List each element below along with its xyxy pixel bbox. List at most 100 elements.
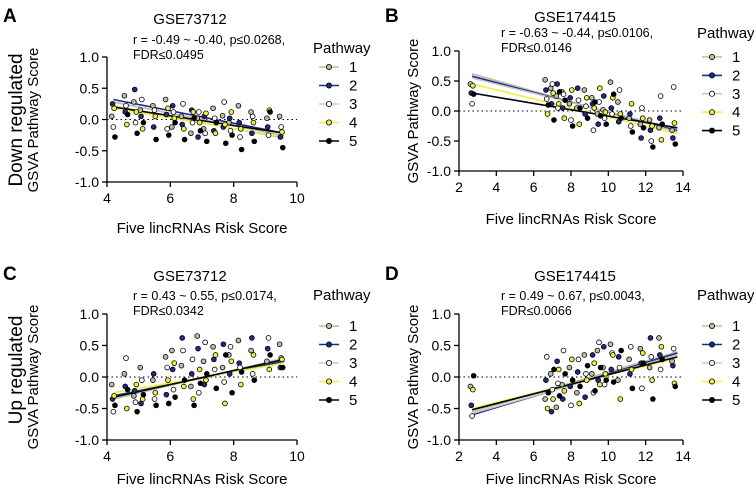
data-point-series-4: [591, 360, 597, 366]
data-point-series-4: [583, 95, 590, 101]
data-point-series-5: [181, 377, 188, 383]
data-point-series-5: [610, 379, 617, 385]
panel-a: A GSE73712 r = -0.49 ~ -0.40, p≤0.0268,FDR…: [3, 6, 371, 237]
data-point-series-3: [575, 356, 582, 363]
data-point-series-3: [265, 132, 272, 138]
data-point-series-2: [589, 352, 596, 358]
data-point-series-3: [151, 107, 158, 113]
data-point-series-4: [238, 126, 244, 132]
data-point-series-1: [637, 345, 644, 352]
data-point-series-2: [150, 371, 157, 377]
data-point-series-1: [542, 396, 548, 402]
data-point-series-5: [140, 391, 147, 398]
data-point-series-3: [164, 126, 170, 132]
data-point-series-3: [265, 335, 272, 341]
data-point-series-2: [554, 81, 560, 87]
data-point-series-3: [639, 385, 645, 392]
data-point-series-2: [582, 394, 588, 400]
stats-line: r = 0.43 ~ 0.55, p≤0.0174,: [133, 289, 277, 303]
data-point-series-2: [600, 93, 607, 99]
data-point-series-4: [222, 400, 228, 407]
data-point-series-1: [178, 362, 185, 369]
data-point-series-1: [178, 113, 185, 120]
legend-marker-series-2: [709, 72, 716, 79]
data-point-series-4: [470, 386, 476, 393]
data-point-series-3: [568, 117, 574, 123]
data-point-series-2: [670, 135, 676, 141]
data-point-series-5: [172, 394, 178, 400]
data-point-series-4: [228, 109, 235, 115]
data-point-series-5: [279, 144, 286, 151]
data-point-series-1: [581, 87, 588, 93]
data-point-series-4: [602, 371, 609, 377]
data-point-series-3: [151, 396, 158, 402]
data-point-series-4: [628, 366, 635, 373]
data-point-series-5: [134, 408, 140, 415]
data-point-series-2: [627, 111, 633, 117]
data-point-series-2: [163, 111, 170, 118]
data-point-series-4: [550, 90, 556, 96]
data-point-series-5: [618, 347, 624, 354]
data-point-series-3: [543, 96, 550, 102]
legend-marker-series-3: [709, 359, 716, 366]
data-point-series-5: [629, 129, 636, 135]
data-point-series-5: [229, 132, 235, 138]
data-point-series-3: [196, 389, 202, 396]
data-point-series-5: [191, 402, 197, 409]
data-point-series-4: [133, 381, 140, 388]
legend-label-series-3: 3: [349, 96, 357, 113]
data-point-series-3: [601, 115, 608, 121]
data-point-series-5: [597, 364, 604, 371]
legend-title: Pathway: [697, 25, 754, 42]
y-axis-title: GSVA Pathway Score: [25, 48, 42, 193]
data-point-series-4: [279, 356, 285, 363]
data-point-series-3: [227, 343, 234, 350]
row-label-down-regulated: Down regulated: [6, 53, 27, 186]
x-tick-label: 10: [601, 179, 617, 195]
y-tick-label: 0.0: [80, 112, 100, 128]
y-tick-label: -0.5: [75, 401, 99, 417]
panel-title: GSE73712: [153, 11, 226, 28]
data-point-series-5: [229, 389, 235, 396]
data-point-series-5: [556, 393, 563, 399]
data-point-series-1: [194, 333, 201, 339]
data-point-series-5: [610, 91, 617, 97]
x-tick-label: 6: [166, 448, 174, 464]
data-point-series-2: [195, 134, 201, 140]
data-point-series-1: [264, 358, 270, 365]
data-point-series-3: [110, 408, 117, 415]
data-point-series-2: [264, 345, 271, 352]
panel-letter: D: [385, 264, 399, 285]
data-point-series-5: [222, 140, 229, 147]
x-tick-label: 10: [289, 190, 305, 206]
legend-label-series-5: 5: [732, 123, 740, 140]
data-point-series-1: [656, 125, 662, 131]
data-point-series-2: [179, 335, 186, 341]
data-point-series-3: [123, 102, 129, 109]
legend-marker-series-2: [325, 341, 332, 348]
data-point-series-3: [670, 84, 677, 90]
data-point-series-2: [574, 85, 581, 91]
y-tick-label: 0.5: [432, 73, 452, 89]
data-point-series-1: [137, 364, 144, 371]
data-point-series-1: [188, 383, 194, 390]
data-point-series-4: [124, 121, 130, 128]
data-point-series-3: [139, 377, 145, 383]
legend-marker-series-4: [325, 119, 332, 126]
y-tick-label: 0.5: [432, 338, 452, 354]
data-point-series-5: [592, 99, 598, 105]
x-axis-title: Five lincRNAs Risk Score: [486, 211, 657, 228]
data-point-series-5: [203, 371, 210, 377]
panel-c: C GSE73712 r = 0.43 ~ 0.55, p≤0.0174,FDR≤0…: [3, 264, 371, 488]
data-point-series-5: [640, 125, 647, 131]
panel-letter: B: [385, 6, 399, 27]
data-point-series-4: [238, 381, 244, 388]
data-point-series-3: [583, 371, 589, 377]
data-point-series-5: [181, 136, 188, 143]
data-point-series-5: [584, 362, 591, 369]
x-tick-label: 2: [455, 179, 463, 195]
data-point-series-5: [165, 132, 172, 138]
data-point-series-4: [610, 352, 616, 358]
data-point-series-4: [111, 393, 117, 399]
data-point-series-2: [131, 388, 138, 394]
